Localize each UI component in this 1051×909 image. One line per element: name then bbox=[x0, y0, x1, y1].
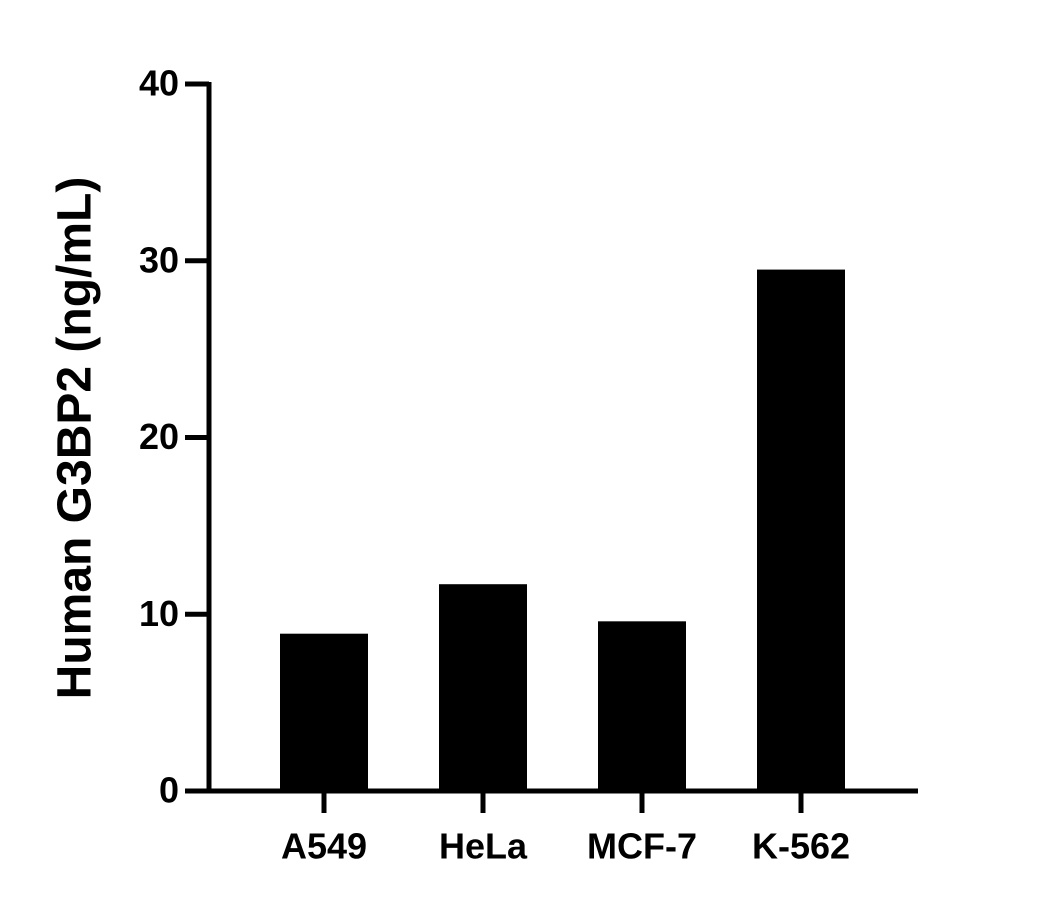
y-tick-label: 10 bbox=[139, 593, 179, 634]
y-tick-label: 0 bbox=[159, 770, 179, 811]
bar bbox=[280, 633, 368, 791]
x-tick-label: K-562 bbox=[752, 826, 850, 867]
y-tick-label: 20 bbox=[139, 416, 179, 457]
x-tick-label: MCF-7 bbox=[587, 826, 697, 867]
y-tick-label: 30 bbox=[139, 239, 179, 280]
bar bbox=[439, 584, 527, 791]
y-axis-title: Human G3BP2 (ng/mL) bbox=[49, 177, 102, 700]
x-tick-label: A549 bbox=[281, 826, 367, 867]
y-tick-label: 40 bbox=[139, 63, 179, 104]
bar bbox=[757, 269, 845, 791]
x-tick-label: HeLa bbox=[439, 826, 528, 867]
bar bbox=[598, 621, 686, 791]
